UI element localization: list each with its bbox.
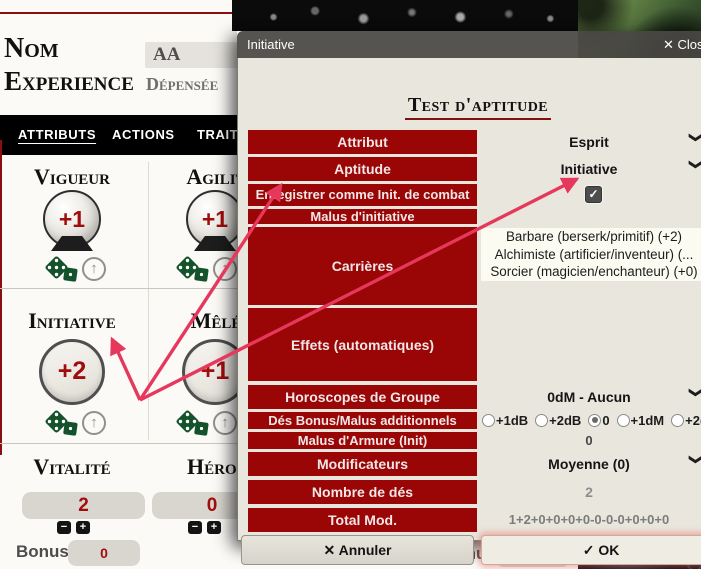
carriere-option[interactable]: Barbare (berserk/primitif) (+2): [506, 229, 682, 244]
bonus-label: Bonus: [16, 542, 69, 561]
name-label: Nom: [4, 33, 59, 64]
increase-icon[interactable]: ↑: [213, 411, 237, 435]
carrieres-listbox[interactable]: Barbare (berserk/primitif) (+2) Alchimis…: [481, 228, 701, 281]
experience-label: Experience: [4, 66, 134, 96]
cancel-button[interactable]: ✕ Annuler: [241, 535, 474, 565]
attribute-vigueur-value: +1: [58, 206, 86, 232]
select-aptitude[interactable]: Initiative: [560, 161, 618, 177]
select-attribut[interactable]: Esprit: [569, 134, 609, 150]
attribute-initiative-value: +2: [57, 357, 87, 385]
dialog-body: Test d'aptitude Attribut Esprit ❯ Aptitu…: [237, 58, 701, 565]
label-horoscopes: Horoscopes de Groupe: [248, 385, 477, 409]
label-nombre-des: Nombre de dés: [248, 480, 477, 504]
dice-icon[interactable]: [173, 408, 213, 443]
plus-button[interactable]: +: [76, 521, 90, 534]
radio-plus1db[interactable]: +1dB: [482, 413, 528, 428]
label-carrieres: Carrières: [248, 227, 477, 305]
increase-icon[interactable]: ↑: [82, 411, 106, 435]
label-effets: Effets (automatiques): [248, 308, 477, 381]
attribute-vigueur-orb[interactable]: +1: [40, 190, 104, 262]
tab-attributs[interactable]: Attributs: [18, 127, 97, 142]
radio-zero[interactable]: 0: [588, 413, 610, 428]
tab-actions[interactable]: Actions: [112, 127, 175, 142]
dialog-window-title: Initiative: [247, 37, 295, 52]
ok-button[interactable]: ✓ OK: [481, 535, 701, 565]
dice-icon[interactable]: [42, 254, 82, 289]
increase-icon[interactable]: ↑: [213, 257, 237, 281]
select-modificateurs[interactable]: Moyenne (0): [548, 456, 630, 472]
dialog-titlebar[interactable]: Initiative ✕ Close: [237, 31, 701, 58]
chevron-down-icon: ❯: [688, 159, 701, 175]
label-malus-initiative: Malus d'initiative: [248, 209, 477, 224]
dice-icon[interactable]: [173, 254, 213, 289]
name-input[interactable]: AA: [145, 42, 238, 68]
label-des-additionnels: Dés Bonus/Malus additionnels: [248, 412, 477, 429]
bonus-value[interactable]: 0: [68, 540, 140, 566]
label-attribut: Attribut: [248, 130, 477, 154]
attribute-name-initiative: Initiative: [28, 308, 116, 333]
label-malus-armure: Malus d'Armure (Init): [248, 432, 477, 449]
malus-armure-value: 0: [585, 433, 593, 448]
checkmark-icon: ✓: [588, 187, 599, 201]
vital-name-vitalite: Vitalité: [33, 454, 111, 479]
chevron-down-icon: ❯: [688, 454, 701, 470]
row-divider: [0, 288, 240, 289]
radio-plus2db[interactable]: +2dB: [535, 413, 581, 428]
close-icon: ✕: [663, 37, 674, 52]
minus-button[interactable]: −: [57, 521, 71, 534]
minus-button[interactable]: −: [188, 521, 202, 534]
header-artwork-banner: [232, 0, 578, 31]
save-init-checkbox[interactable]: ✓: [585, 186, 602, 203]
checkmark-icon: ✓: [582, 542, 595, 558]
carriere-option[interactable]: Alchimiste (artificier/inventeur) (...: [494, 246, 694, 262]
label-modificateurs: Modificateurs: [248, 452, 477, 476]
chevron-down-icon: ❯: [688, 132, 701, 148]
close-icon: ✕: [323, 542, 336, 558]
section-top-border: [0, 12, 232, 14]
tab-traits[interactable]: Traits: [197, 127, 248, 142]
increase-icon[interactable]: ↑: [82, 257, 106, 281]
dialog-title: Test d'aptitude: [404, 94, 552, 120]
radio-plus2dm[interactable]: +2dM: [671, 413, 701, 428]
label-aptitude: Aptitude: [248, 157, 477, 181]
radio-plus1dm[interactable]: +1dM: [616, 413, 664, 428]
close-button[interactable]: ✕ Close: [663, 37, 701, 52]
initiative-dialog: Initiative ✕ Close Test d'aptitude Attri…: [237, 31, 701, 565]
dice-icon[interactable]: [42, 408, 82, 443]
nombre-des-value: 2: [585, 484, 593, 500]
label-total-mod: Total Mod.: [248, 508, 477, 532]
column-divider: [148, 162, 149, 440]
chevron-down-icon: ❯: [688, 387, 701, 403]
left-edge-accent: [0, 140, 2, 455]
row-divider: [0, 443, 240, 444]
experience-spent-label: Dépensée: [146, 74, 219, 94]
label-save-init: Enregistrer comme Init. de combat: [248, 184, 477, 206]
plus-button[interactable]: +: [207, 521, 221, 534]
select-horoscopes[interactable]: 0dM - Aucun: [547, 389, 631, 405]
carriere-option[interactable]: Sorcier (magicien/enchanteur) (+0): [490, 264, 698, 279]
total-mod-value: 1+2+0+0+0+0-0-0-0+0+0+0: [508, 512, 670, 527]
vital-vitalite-value[interactable]: 2: [22, 492, 145, 519]
attribute-initiative-circle[interactable]: +2: [39, 339, 105, 405]
attribute-name-vigueur: Vigueur: [34, 164, 110, 189]
des-additionnels-radios: +1dB +2dB 0 +1dM +2dM: [482, 412, 701, 428]
